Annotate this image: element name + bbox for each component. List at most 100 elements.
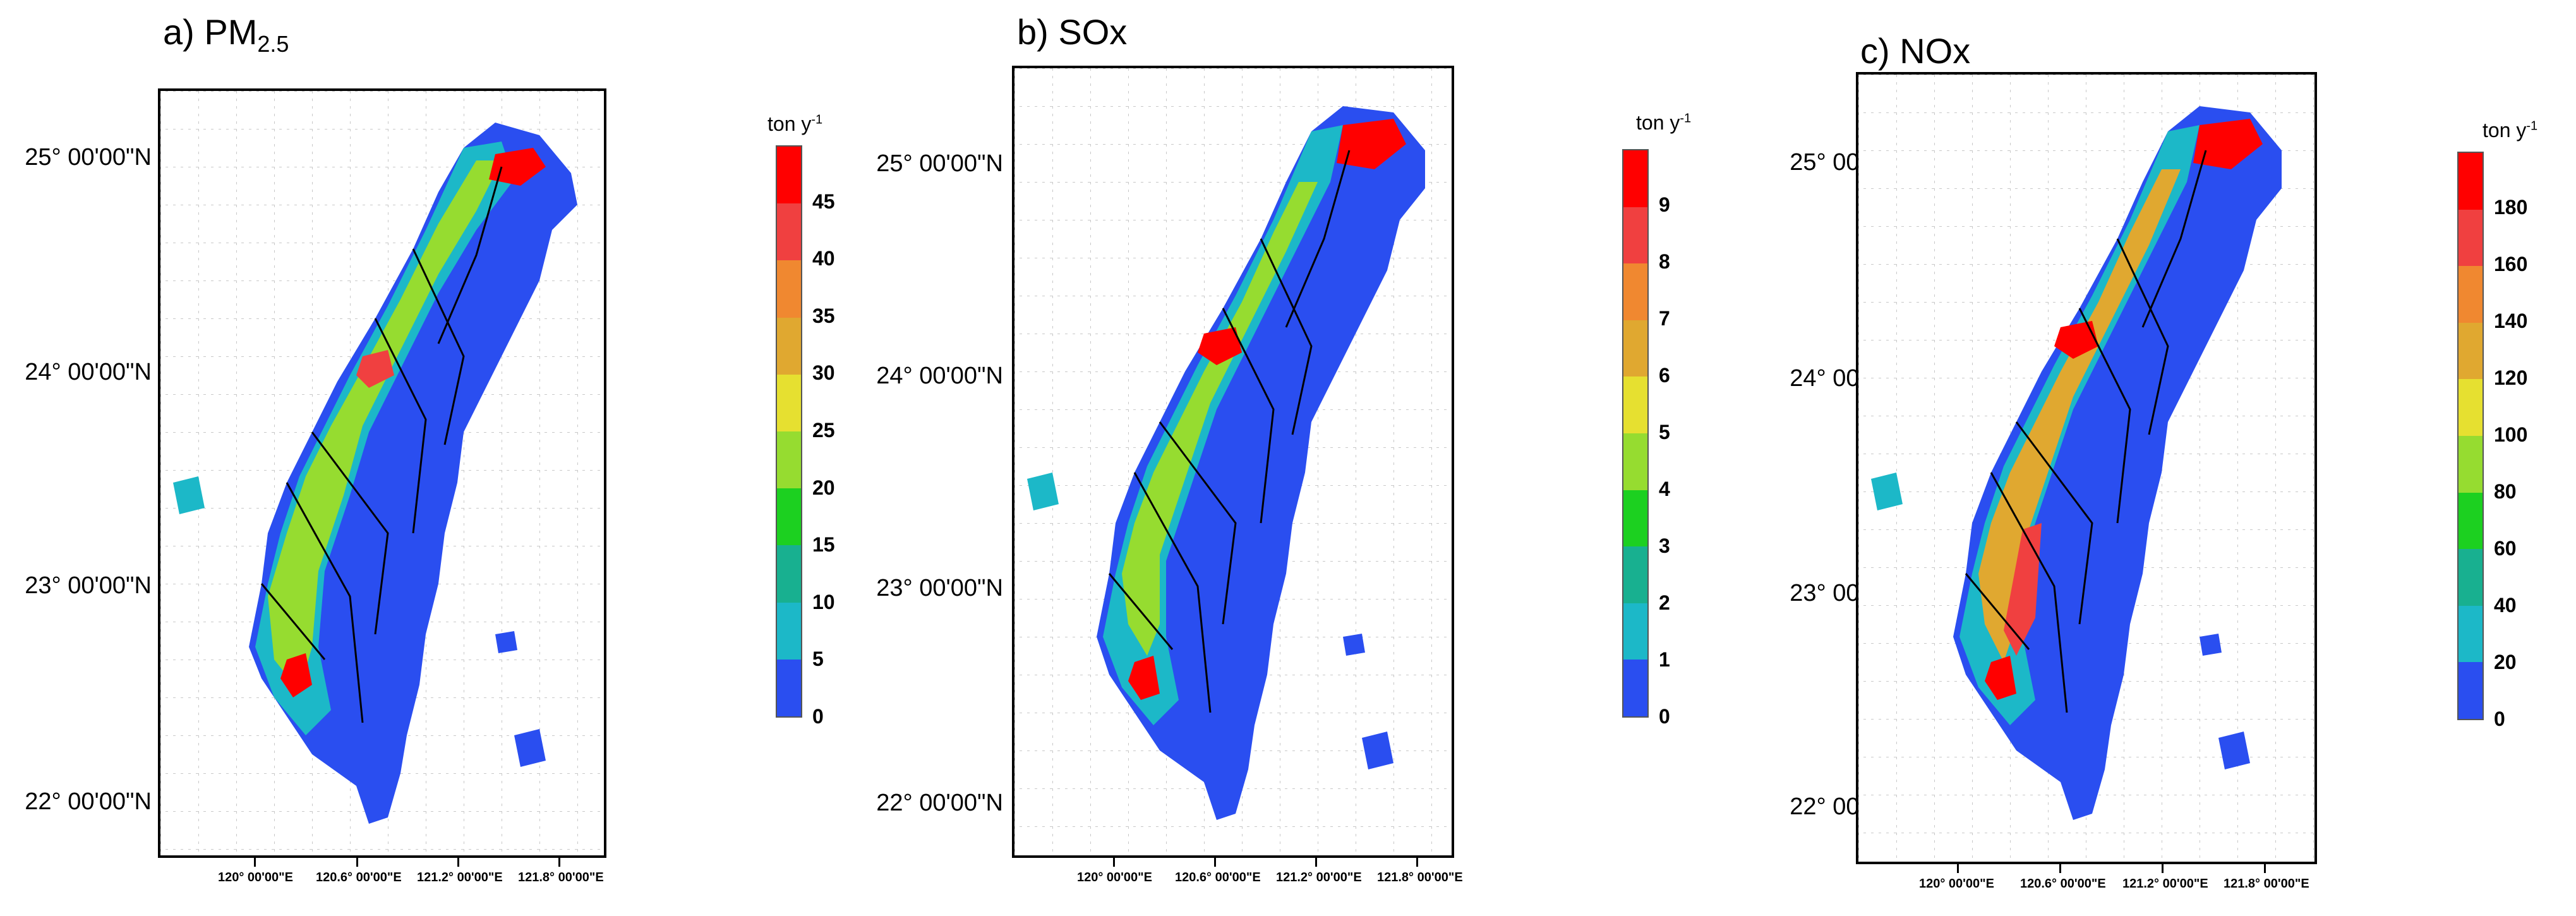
colorbar-unit-text: ton y (1636, 111, 1680, 134)
x-tick-label: 120.6° 00'00"E (2020, 877, 2106, 891)
y-tick-label: 24° 00'00"N (876, 363, 1003, 389)
panel-nox: c) NOx 25° 00'00"N 24° 00'00"N 23° 00'00… (1718, 0, 2576, 916)
colorbar-unit-superscript: -1 (2526, 119, 2538, 133)
island-outline (1097, 106, 1425, 820)
hotspot-central (2054, 321, 2098, 359)
west-plain-band (268, 160, 502, 691)
colorbar-tick-label: 140 (2494, 310, 2528, 332)
colorbar-segment (777, 602, 801, 660)
colorbar-segment (1623, 263, 1647, 320)
x-tick-label: 120.6° 00'00"E (1175, 871, 1261, 884)
colorbar-tick-label: 0 (1659, 705, 1670, 728)
colorbar-segment (2459, 492, 2483, 550)
x-tick (1416, 858, 1418, 867)
x-tick-label: 120° 00'00"E (1077, 871, 1152, 884)
x-tick (1957, 864, 1959, 873)
y-tick-label: 23° 00'00"N (25, 572, 152, 599)
panel-title-text: b) SOx (1017, 12, 1128, 52)
colorbar-tick-label: 20 (2494, 651, 2517, 673)
x-tick (2059, 864, 2061, 873)
x-tick-label: 121.8° 00'00"E (1377, 871, 1463, 884)
colorbar-tick-label: 40 (2494, 594, 2517, 617)
offshore-island (2218, 732, 2250, 769)
colorbar-segment (2459, 266, 2483, 323)
county-boundaries (1965, 150, 2207, 713)
colorbar-segment (2459, 209, 2483, 267)
colorbar-tick-label: 5 (812, 648, 824, 671)
y-tick-label: 22° 00'00"N (25, 788, 152, 815)
y-tick-label: 22° 00'00"N (876, 790, 1003, 816)
map-frame (1012, 66, 1454, 858)
colorbar-tick-label: 20 (812, 476, 835, 499)
offshore-island (1362, 732, 1393, 769)
x-tick (2162, 864, 2164, 873)
x-tick-label: 120° 00'00"E (1919, 877, 1994, 891)
colorbar-tick-label: 60 (2494, 537, 2517, 560)
colorbar-segment (2459, 322, 2483, 380)
colorbar-tick-label: 9 (1659, 193, 1670, 216)
colorbar-segment (2459, 549, 2483, 606)
hotspot-west-corridor (2004, 523, 2042, 656)
hotspot-north (1337, 119, 1406, 169)
west-coast-band (255, 142, 514, 735)
colorbar-segment (1623, 320, 1647, 377)
map-frame (1856, 72, 2317, 864)
colorbar-tick-label: 180 (2494, 196, 2528, 219)
x-tick-label: 121.2° 00'00"E (1276, 871, 1362, 884)
hotspot-central (356, 350, 394, 388)
offshore-island (514, 729, 546, 767)
colorbar-unit-superscript: -1 (811, 112, 823, 127)
colorbar-tick-label: 25 (812, 419, 835, 442)
colorbar-unit: ton y-1 (1636, 111, 1691, 135)
x-tick-label: 121.2° 00'00"E (2122, 877, 2208, 891)
colorbar-tick-label: 15 (812, 533, 835, 557)
colorbar-tick-label: 4 (1659, 478, 1670, 500)
colorbar-segment (1623, 433, 1647, 490)
taiwan-map (1014, 68, 1452, 855)
colorbar-segment (777, 374, 801, 431)
colorbar-tick-label: 8 (1659, 250, 1670, 273)
offshore-island (1343, 634, 1365, 656)
offshore-island (1871, 473, 1903, 510)
colorbar-segment (1623, 660, 1647, 716)
colorbar-tick-label: 80 (2494, 480, 2517, 503)
x-tick (457, 858, 459, 867)
colorbar-segment (1623, 207, 1647, 264)
colorbar (2457, 152, 2484, 720)
island-outline (1953, 106, 2282, 820)
x-tick (1113, 858, 1115, 867)
colorbar-tick-label: 1 (1659, 648, 1670, 671)
colorbar-segment (777, 488, 801, 546)
panel-sox: b) SOx 25° 00'00"N 24° 00'00"N 23° 00'00… (859, 0, 1718, 916)
colorbar-segment (777, 545, 801, 603)
colorbar-segment (777, 147, 801, 204)
colorbar-tick-label: 0 (2494, 708, 2505, 730)
colorbar-tick-label: 0 (812, 705, 824, 728)
y-tick-label: 25° 00'00"N (25, 144, 152, 171)
hotspot-north (489, 148, 546, 186)
colorbar-segment (1623, 490, 1647, 547)
x-tick (356, 858, 358, 867)
offshore-island (173, 476, 205, 514)
x-tick-label: 120° 00'00"E (218, 871, 293, 884)
panel-title: c) NOx (1860, 30, 1970, 76)
colorbar-segment (2459, 436, 2483, 493)
x-tick-label: 121.8° 00'00"E (2224, 877, 2309, 891)
west-coast-band (1103, 125, 1343, 725)
hotspot-south (280, 653, 312, 697)
panel-title: a) PM2.5 (163, 11, 289, 57)
county-boundaries (260, 166, 503, 723)
x-tick (2264, 864, 2266, 873)
colorbar-tick-label: 10 (812, 590, 835, 613)
colorbar-unit: ton y-1 (2483, 119, 2537, 142)
colorbar-tick-label: 6 (1659, 364, 1670, 387)
y-tick-label: 25° 00'00"N (876, 150, 1003, 177)
x-tick-label: 121.8° 00'00"E (518, 871, 604, 884)
colorbar (776, 145, 802, 718)
county-boundaries (1108, 150, 1351, 713)
taiwan-map (1858, 75, 2314, 862)
panel-title-text: c) NOx (1860, 31, 1971, 71)
hotspot-central (1198, 327, 1242, 365)
colorbar-segment (777, 317, 801, 375)
colorbar-segment (1623, 603, 1647, 660)
